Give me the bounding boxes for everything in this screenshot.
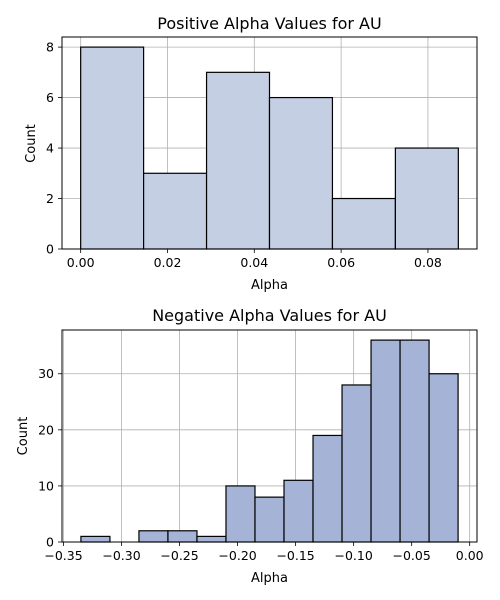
x-tick-label: −0.30 [102, 548, 140, 563]
histogram-bar [143, 172, 208, 250]
histogram-bar [394, 147, 459, 250]
histogram-bar [341, 384, 372, 543]
y-axis-ticks: 0 10 20 30 [38, 366, 62, 550]
plot-frame [61, 36, 478, 250]
histogram-bar [331, 197, 396, 250]
histogram-bar [205, 71, 271, 250]
x-tick-label: 0.08 [414, 255, 442, 270]
y-tick-label: 20 [38, 422, 54, 437]
y-axis-label: Count [16, 417, 31, 456]
histogram-bar [80, 46, 145, 250]
histogram-bar [80, 535, 111, 543]
histogram-bar [254, 496, 285, 543]
histogram-bars [80, 339, 459, 543]
x-axis-ticks: 0.00 0.02 0.04 0.06 0.08 [67, 249, 442, 270]
y-tick-label: 8 [46, 40, 54, 55]
histogram-bar [167, 530, 198, 543]
x-tick-label: −0.10 [334, 548, 372, 563]
positive-alpha-chart: Positive Alpha Values for AU 0.00 0.02 0.0… [24, 14, 478, 293]
y-tick-label: 10 [38, 478, 54, 493]
x-tick-label: −0.15 [276, 548, 314, 563]
histogram-bar [283, 479, 314, 543]
histogram-bar [428, 373, 459, 543]
histogram-bars [80, 46, 459, 250]
x-tick-label: 0.00 [456, 548, 484, 563]
x-tick-label: −0.05 [393, 548, 431, 563]
y-axis-label: Count [24, 124, 39, 163]
x-axis-label: Alpha [251, 571, 288, 586]
y-tick-label: 0 [46, 242, 54, 257]
y-tick-label: 0 [46, 535, 54, 550]
x-tick-label: 0.06 [327, 255, 355, 270]
histogram-bar [268, 96, 334, 250]
x-tick-label: −0.25 [160, 548, 198, 563]
histogram-bar [312, 434, 343, 543]
y-axis-ticks: 0 2 4 6 8 [46, 40, 62, 257]
x-axis-label: Alpha [251, 278, 288, 293]
negative-alpha-chart: Negative Alpha Values for AU −0.35 −0.30−… [16, 306, 484, 586]
y-tick-label: 2 [46, 191, 54, 206]
x-tick-label: 0.02 [154, 255, 182, 270]
histogram-bar [225, 485, 256, 543]
histogram-bar [138, 530, 169, 543]
x-tick-label: −0.35 [44, 548, 82, 563]
y-tick-label: 6 [46, 90, 54, 105]
x-tick-label: 0.00 [67, 255, 95, 270]
plot-frame [61, 329, 478, 543]
x-tick-label: −0.20 [218, 548, 256, 563]
histogram-bar [370, 339, 401, 543]
chart-title: Positive Alpha Values for AU [157, 14, 381, 33]
histogram-bar [399, 339, 430, 543]
x-tick-label: 0.04 [240, 255, 268, 270]
x-axis-ticks: −0.35 −0.30 −0.25 −0.20 −0.15 −0.10 −0.05 0.00 [44, 542, 484, 563]
y-tick-label: 4 [46, 141, 54, 156]
histogram-bar [196, 535, 227, 543]
y-tick-label: 30 [38, 366, 54, 381]
chart-title: Negative Alpha Values for AU [152, 306, 387, 325]
